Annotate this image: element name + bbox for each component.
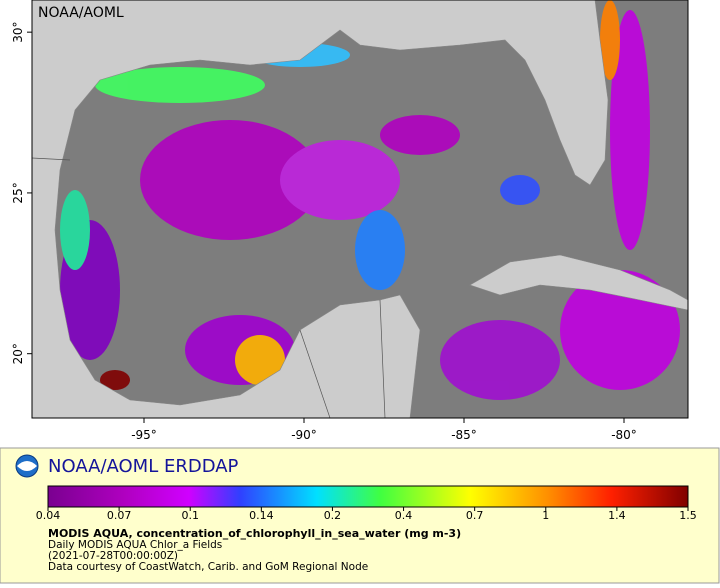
land [32,0,609,418]
colorbar-tick-label: 0.7 [466,509,484,522]
legend-panel [0,447,720,584]
credit: NOAA/AOML [38,5,124,21]
x-tick-label: -85° [451,428,477,442]
colorbar-tick-label: 1.5 [679,509,697,522]
y-tick-label: 20° [11,343,25,364]
variable: MODIS AQUA, concentration_of_chlorophyll… [48,527,461,540]
colorbar-tick-label: 0.2 [324,509,342,522]
borders [32,157,386,418]
noaa-logo-bird [17,461,37,471]
map-area [32,0,688,418]
axes: -95° -90° -85° -80° 20° 25° 30° [11,22,637,442]
colorbar-tick-label: 0.14 [249,509,274,522]
legend-title: NOAA/AOML ERDDAP [48,456,239,477]
x-tick-label: -90° [291,428,317,442]
colorbar-tick-label: 1.4 [608,509,626,522]
cuba [469,254,688,311]
map-frame [31,0,689,419]
x-tick-label: -80° [611,428,637,442]
x-tick-label: -95° [131,428,157,442]
colorbar-tick-label: 0.4 [395,509,413,522]
colorbar [47,485,689,508]
time: (2021-07-28T00:00:00Z) [48,550,178,562]
dataset: Daily MODIS AQUA Chlor_a Fields [48,539,222,551]
y-tick-label: 25° [11,182,25,203]
colorbar-tick-label: 0.07 [107,509,132,522]
colorbar-tick-label: 0.04 [36,509,61,522]
y-tick-label: 30° [11,22,25,43]
colorbar-tick-label: 1 [542,509,549,522]
colorbar-tick-label: 0.1 [181,509,199,522]
source: Data courtesy of CoastWatch, Carib. and … [48,561,368,573]
colorbar-ticks: 0.04 0.07 0.1 0.14 0.2 0.4 0.7 1 1.4 1.5 [36,507,697,522]
chlorophyll-field [60,0,680,400]
